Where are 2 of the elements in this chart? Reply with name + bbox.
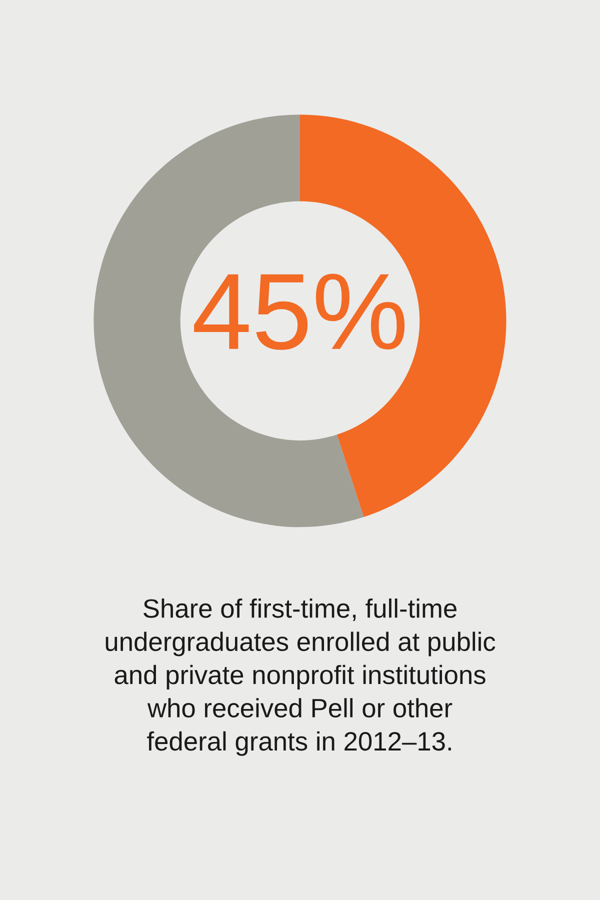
- text: Share of first-time, full-time undergraduates enrolled at public and private nonprofit institutions who received Pell or other federal grants in 2012–13.: [106, 598, 496, 756]
- data-label: 45%: [194, 274, 405, 350]
